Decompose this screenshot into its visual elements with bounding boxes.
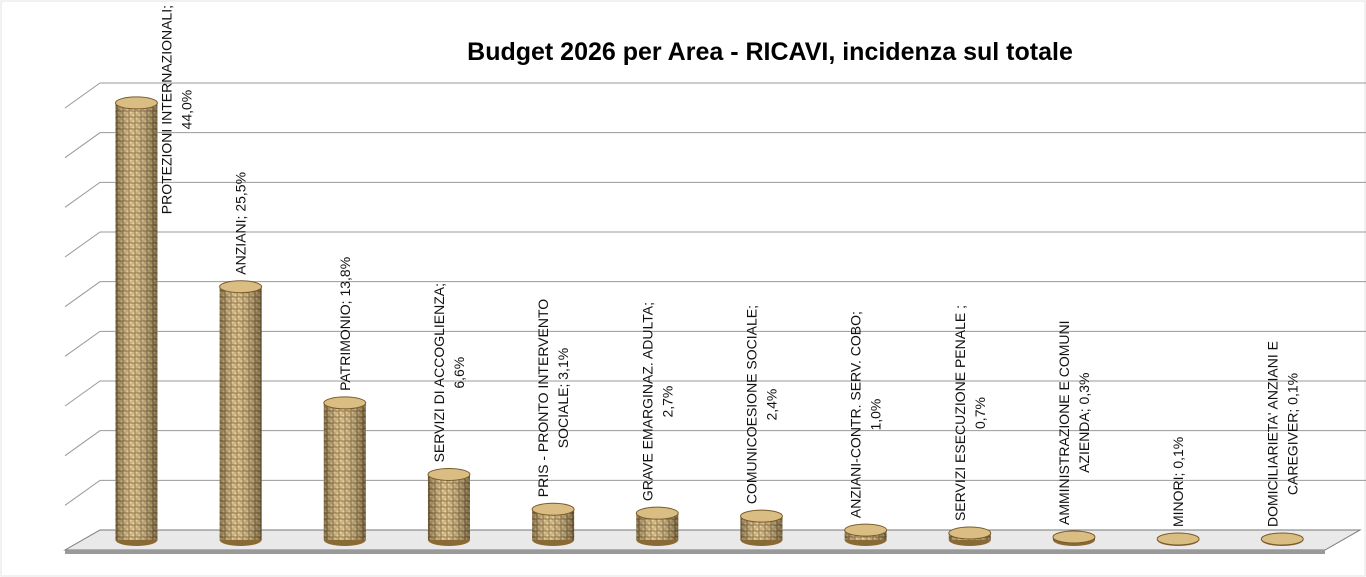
grid-line (64, 479, 1366, 506)
grid-line (64, 231, 1366, 258)
data-label: PRIS - PRONTO INTERVENTO SOCIALE; 3,1% (535, 299, 571, 497)
grid-line (64, 281, 1366, 308)
grid-line (64, 330, 1366, 357)
bar (1156, 532, 1200, 546)
data-label: MINORI; 0,1% (1170, 437, 1186, 527)
bar-top (219, 280, 263, 294)
data-label: PATRIMONIO; 13,8% (337, 257, 353, 391)
bar-top (948, 526, 992, 540)
bar-top (739, 509, 783, 523)
bar-top (531, 502, 575, 516)
grid-line (64, 380, 1366, 407)
chart-title: Budget 2026 per Area - RICAVI, incidenza… (467, 38, 1073, 66)
bar-top (635, 506, 679, 520)
bar (1052, 530, 1096, 546)
bar (1260, 532, 1304, 546)
bar (844, 523, 888, 546)
data-label: PROTEZIONI INTERNAZIONALI; 44,0% (158, 5, 194, 214)
bar (531, 502, 575, 546)
floor-edge (65, 550, 1325, 554)
grid-line (64, 132, 1366, 159)
bar-top (1156, 532, 1200, 546)
bar-top (844, 523, 888, 537)
bar-shade (740, 516, 783, 540)
data-label: ANZIANI; 25,5% (233, 172, 249, 275)
bar (739, 509, 783, 546)
grid-line (64, 430, 1366, 457)
data-label: COMUNICOESIONE SOCIALE; 2,4% (743, 305, 779, 504)
data-label: ANZIANI-CONTR. SERV. COBO; 1,0% (848, 311, 884, 518)
bar-top (114, 96, 158, 110)
bar (635, 506, 679, 546)
data-label: GRAVE EMARGINAZ. ADULTA; 2,7% (639, 302, 675, 501)
bar-top (1260, 532, 1304, 546)
data-label: DOMICILIARIETA' ANZIANI E CAREGIVER; 0,1% (1264, 341, 1300, 527)
bar (323, 396, 367, 546)
bar-top (1052, 530, 1096, 544)
bar-shade (115, 102, 158, 540)
bar-top (323, 396, 367, 410)
bar-shade (427, 474, 470, 540)
data-label: SERVIZI ESECUZIONE PENALE ; 0,7% (952, 305, 988, 521)
data-label: SERVIZI DI ACCOGLIENZA; 6,6% (431, 283, 467, 462)
bar (219, 280, 263, 546)
bar (427, 467, 471, 546)
data-label: AMMINISTRAZIONE E COMUNI AZIENDA; 0,3% (1056, 320, 1092, 525)
grid-line (64, 82, 1366, 109)
bar-top (427, 467, 471, 481)
bar (948, 526, 992, 546)
grid-line (64, 181, 1366, 208)
bar (114, 96, 158, 546)
bar-shade (323, 402, 366, 540)
bar-shade (219, 286, 262, 540)
